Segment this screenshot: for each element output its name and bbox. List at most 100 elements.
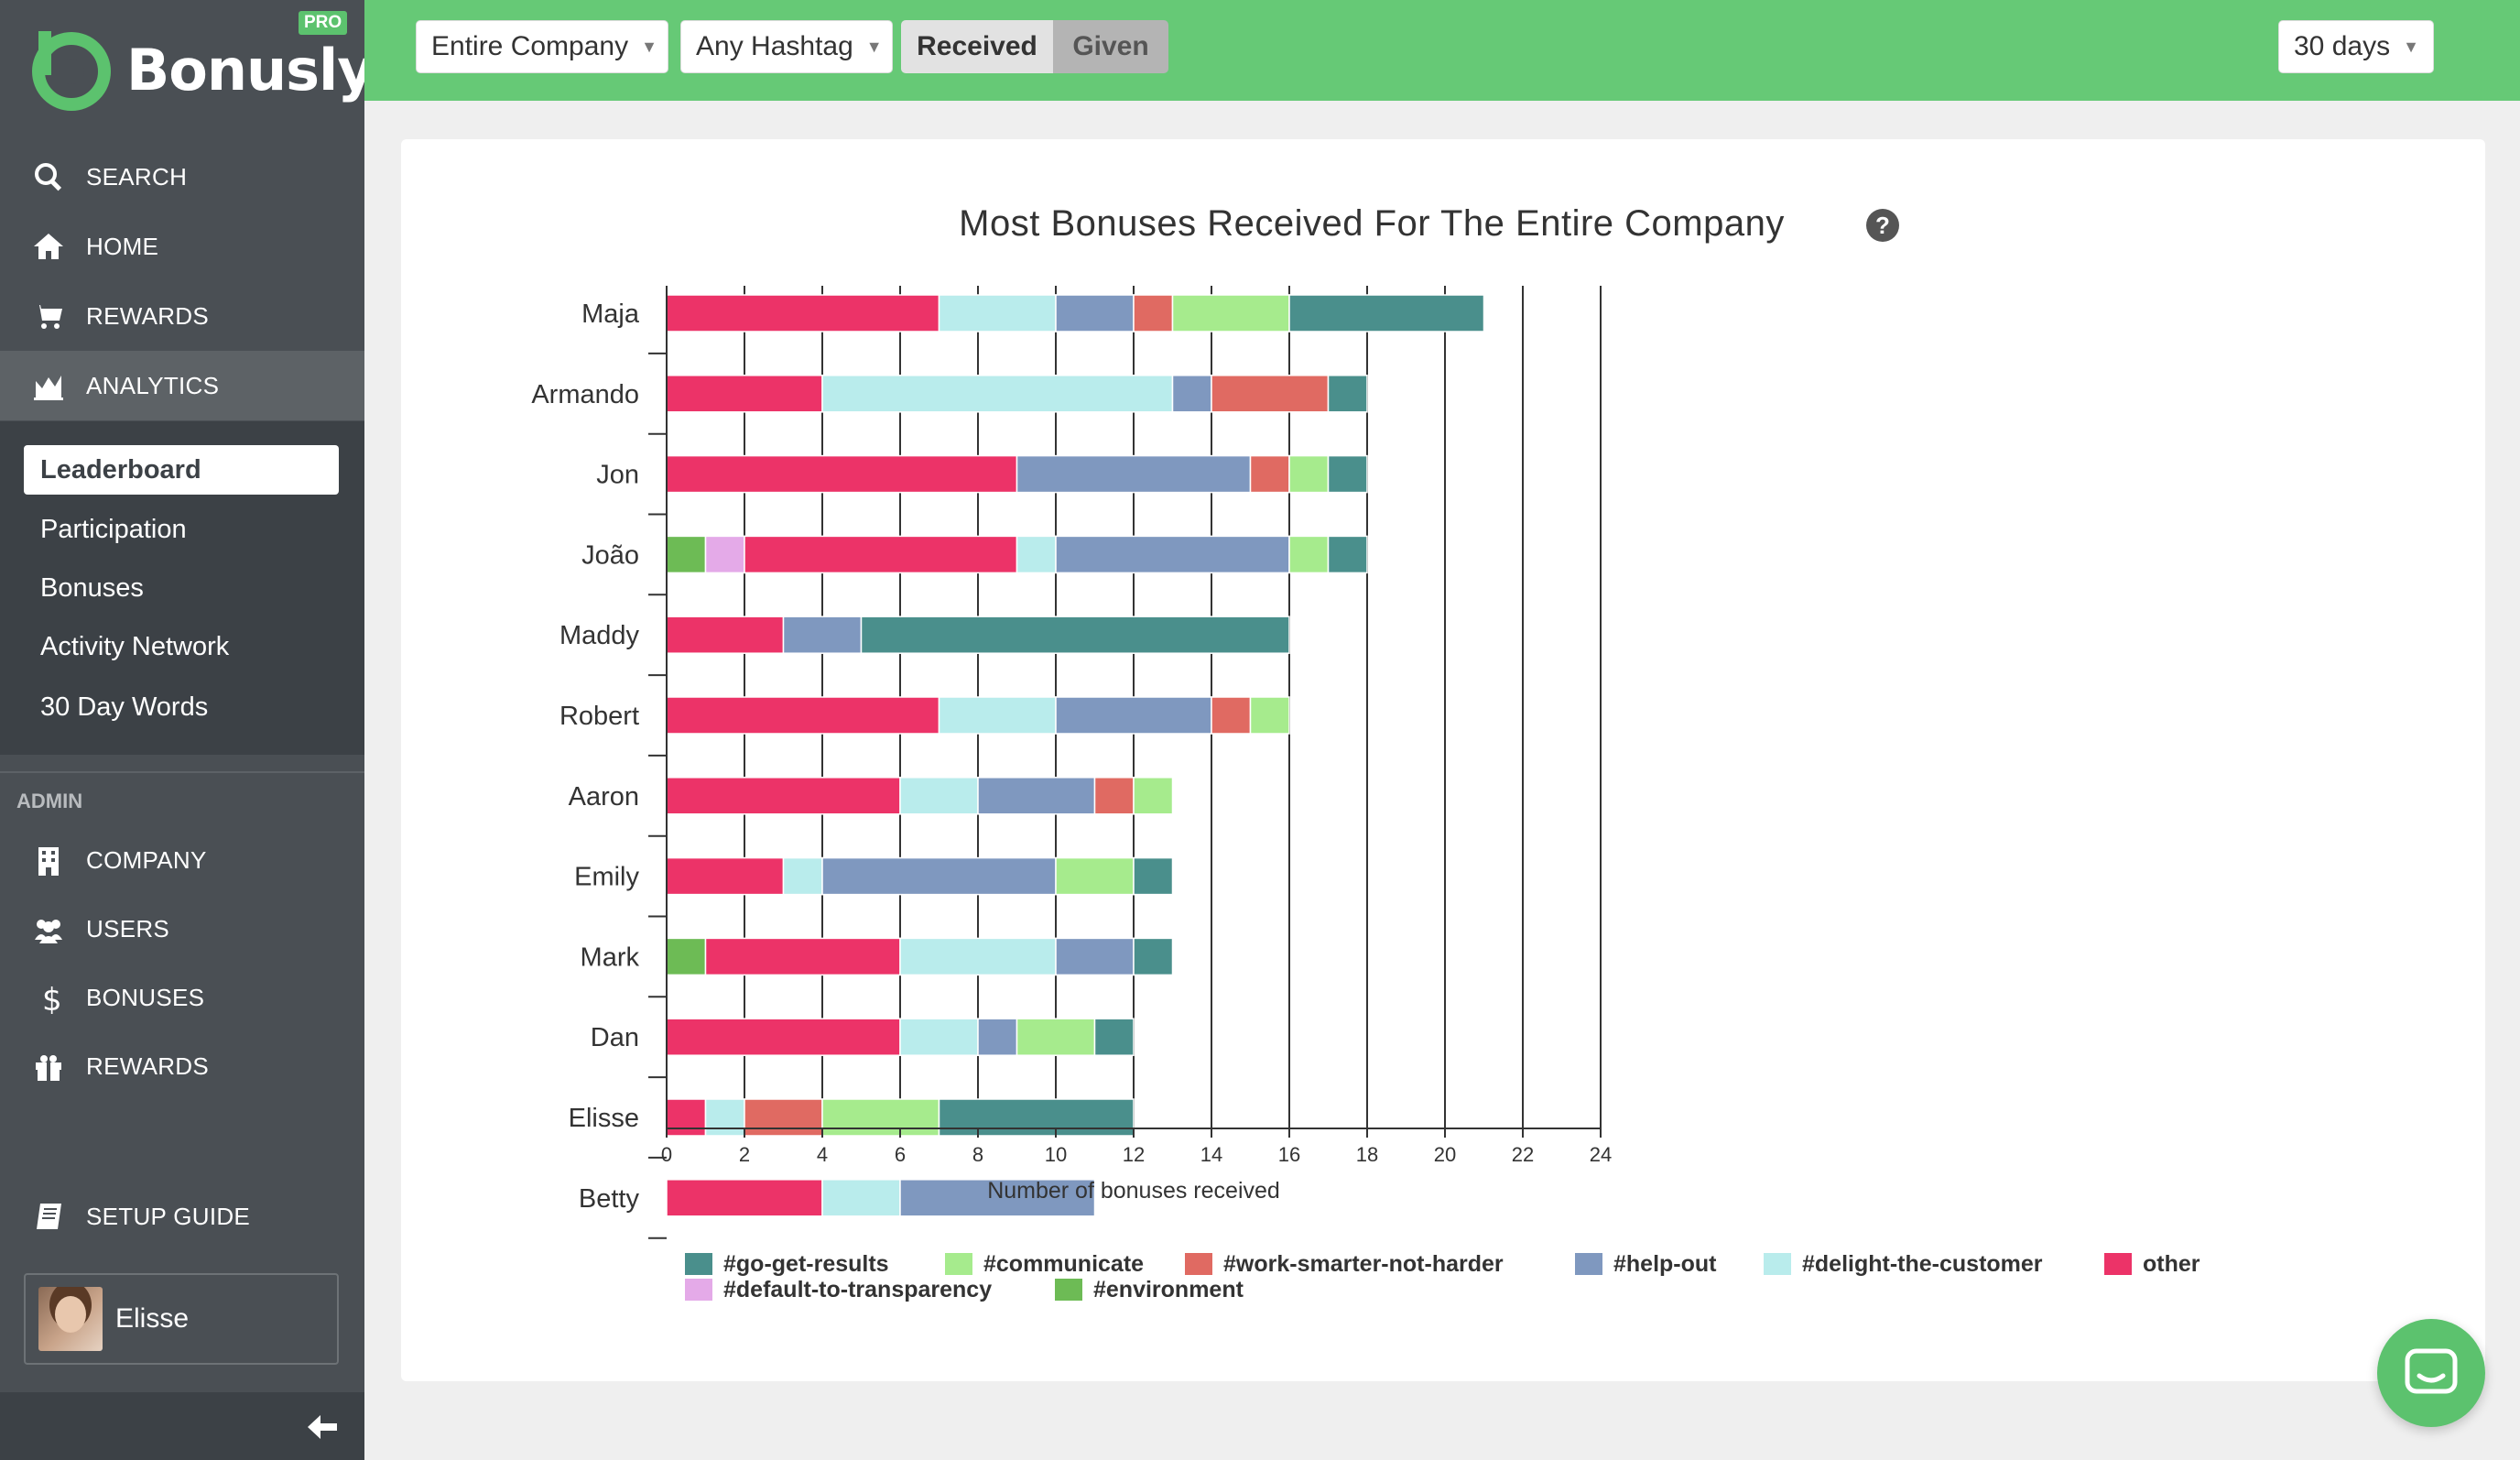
bar-segment[interactable]: [704, 1098, 745, 1137]
bar-segment[interactable]: [1055, 696, 1212, 735]
bar-segment[interactable]: [1249, 454, 1290, 494]
legend-label[interactable]: #default-to-transparency: [723, 1277, 992, 1302]
bar-segment[interactable]: [977, 1018, 1018, 1056]
bar-segment[interactable]: [666, 1179, 823, 1217]
bar-segment[interactable]: [1133, 856, 1174, 896]
bar-segment[interactable]: [666, 856, 785, 896]
bar-segment[interactable]: [1016, 454, 1252, 494]
hashtag-dropdown[interactable]: Any Hashtag ▼: [680, 20, 893, 73]
bar-segment[interactable]: [1327, 454, 1368, 494]
bar-segment[interactable]: [782, 616, 863, 654]
bar-segment[interactable]: [1211, 375, 1330, 413]
user-profile-card[interactable]: Elisse: [24, 1273, 339, 1365]
bar-segment[interactable]: [666, 616, 785, 654]
x-tick-label: 20: [1434, 1143, 1456, 1166]
legend-label[interactable]: #environment: [1093, 1277, 1244, 1302]
bar-segment[interactable]: [666, 937, 707, 976]
nav-setup-guide[interactable]: SETUP GUIDE: [0, 1182, 364, 1251]
nav-bonuses[interactable]: $ BONUSES: [0, 964, 364, 1032]
subnav-leaderboard[interactable]: Leaderboard: [24, 445, 339, 495]
bar-segment[interactable]: [938, 1098, 1135, 1137]
nav-rewards[interactable]: REWARDS: [0, 281, 364, 351]
bar-segment[interactable]: [938, 696, 1057, 735]
bar-segment[interactable]: [1249, 696, 1290, 735]
bar-segment[interactable]: [1288, 294, 1485, 332]
bar-segment[interactable]: [1288, 454, 1330, 494]
leaderboard-card: Most Bonuses Received For The Entire Com…: [401, 139, 2485, 1381]
legend-label[interactable]: #delight-the-customer: [1802, 1251, 2043, 1277]
bar-segment[interactable]: [1055, 856, 1135, 896]
bar-segment[interactable]: [1055, 294, 1135, 332]
bar-segment[interactable]: [977, 777, 1096, 815]
given-toggle-button[interactable]: Given: [1053, 20, 1168, 73]
nav-company[interactable]: COMPANY: [0, 826, 364, 895]
subnav-bonuses[interactable]: Bonuses: [40, 572, 144, 603]
bar-segment[interactable]: [666, 777, 901, 815]
bar-segment[interactable]: [1055, 937, 1135, 976]
help-icon[interactable]: ?: [1866, 209, 1899, 242]
subnav-30-day-words[interactable]: 30 Day Words: [40, 692, 209, 722]
nav-analytics[interactable]: ANALYTICS: [0, 351, 364, 420]
nav-admin-rewards[interactable]: REWARDS: [0, 1032, 364, 1101]
bar-segment[interactable]: [821, 856, 1057, 896]
bar-segment[interactable]: [666, 1018, 901, 1056]
bar-segment[interactable]: [666, 696, 940, 735]
bar-segment[interactable]: [704, 937, 901, 976]
bar-segment[interactable]: [821, 1179, 901, 1217]
legend-label[interactable]: #work-smarter-not-harder: [1223, 1251, 1504, 1277]
bar-segment[interactable]: [899, 937, 1057, 976]
scope-dropdown[interactable]: Entire Company ▼: [416, 20, 668, 73]
nav-home[interactable]: HOME: [0, 212, 364, 281]
bar-segment[interactable]: [1133, 937, 1174, 976]
bar-segment[interactable]: [782, 856, 823, 896]
received-given-toggle: Received Given: [901, 20, 1168, 73]
collapse-arrow-icon[interactable]: [306, 1411, 339, 1444]
bar-segment[interactable]: [938, 294, 1057, 332]
bonusly-logo[interactable]: Bonusly: [26, 26, 375, 114]
bar-segment[interactable]: [666, 294, 940, 332]
bar-segment[interactable]: [1327, 535, 1368, 574]
bar-segment[interactable]: [1016, 535, 1057, 574]
subnav-participation[interactable]: Participation: [40, 514, 187, 544]
bar-segment[interactable]: [1171, 375, 1212, 413]
nav-users[interactable]: USERS: [0, 895, 364, 964]
legend-label[interactable]: #go-get-results: [723, 1251, 889, 1277]
bar-segment[interactable]: [1133, 294, 1174, 332]
bar-segment[interactable]: [744, 535, 1018, 574]
bar-segment[interactable]: [1093, 1018, 1135, 1056]
bar-segment[interactable]: [899, 1179, 1096, 1217]
bar-segment[interactable]: [1133, 777, 1174, 815]
nav-search[interactable]: SEARCH: [0, 142, 364, 212]
chart-title: Most Bonuses Received For The Entire Com…: [959, 203, 1785, 244]
bar-segment[interactable]: [666, 535, 707, 574]
bar-segment[interactable]: [744, 1098, 823, 1137]
bar-segment[interactable]: [1171, 294, 1290, 332]
bar-segment[interactable]: [821, 1098, 940, 1137]
bar-segment[interactable]: [821, 375, 1174, 413]
legend-label[interactable]: other: [2143, 1251, 2200, 1277]
legend-label[interactable]: #communicate: [983, 1251, 1144, 1277]
bar-segment[interactable]: [1211, 696, 1252, 735]
bar-segment[interactable]: [704, 535, 745, 574]
bar-segment[interactable]: [1055, 535, 1290, 574]
subnav-activity-network[interactable]: Activity Network: [40, 631, 230, 661]
bar-segment[interactable]: [899, 1018, 979, 1056]
legend-swatch: [1575, 1253, 1602, 1275]
building-icon: [38, 846, 59, 876]
chat-button[interactable]: [2377, 1319, 2485, 1427]
period-dropdown[interactable]: 30 days ▼: [2278, 20, 2434, 73]
bar-segment[interactable]: [666, 375, 823, 413]
avatar: [38, 1287, 103, 1351]
bar-segment[interactable]: [1093, 777, 1135, 815]
sidebar-footer: [0, 1392, 364, 1460]
bar-segment[interactable]: [899, 777, 979, 815]
bar-segment[interactable]: [1288, 535, 1330, 574]
bar-segment[interactable]: [1327, 375, 1368, 413]
legend-label[interactable]: #help-out: [1613, 1251, 1717, 1277]
bar-segment[interactable]: [666, 1098, 707, 1137]
nav-analytics-label: ANALYTICS: [86, 371, 220, 399]
bar-segment[interactable]: [666, 454, 1018, 494]
received-toggle-button[interactable]: Received: [901, 20, 1053, 73]
bar-segment[interactable]: [860, 616, 1290, 654]
bar-segment[interactable]: [1016, 1018, 1096, 1056]
